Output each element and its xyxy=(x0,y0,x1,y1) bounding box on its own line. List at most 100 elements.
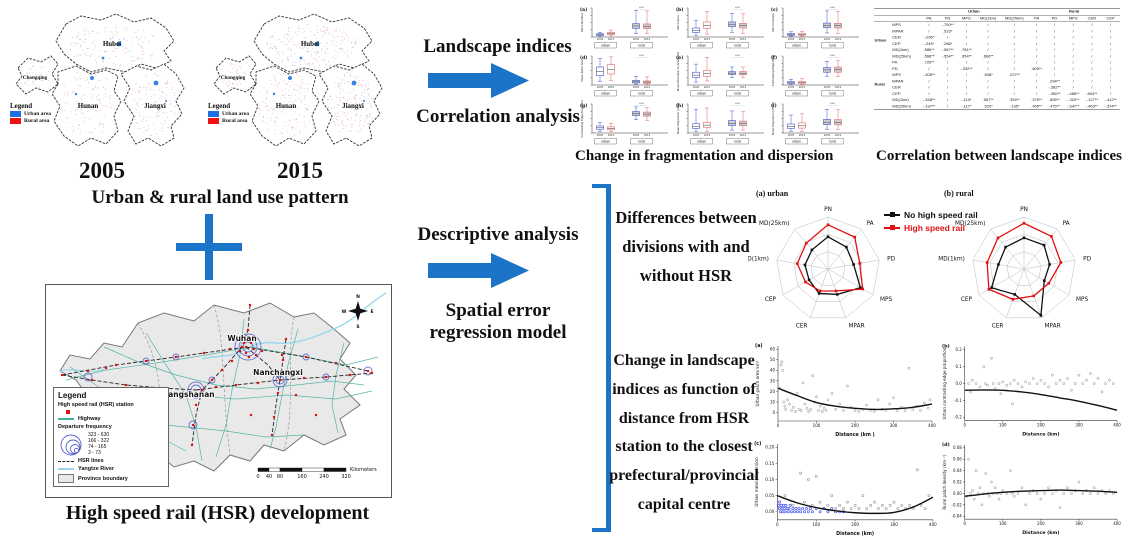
svg-text:(a): (a) xyxy=(755,343,763,349)
svg-text:MPS: MPS xyxy=(880,297,892,303)
svg-text:Patch Number: Patch Number xyxy=(580,12,584,32)
svg-text:urban: urban xyxy=(601,44,610,48)
svg-text:0: 0 xyxy=(777,423,780,428)
results-text-1: Differences between divisions with and w… xyxy=(615,208,757,285)
svg-text:100: 100 xyxy=(812,522,820,527)
svg-text:rural: rural xyxy=(638,91,646,95)
svg-text:MPS: MPS xyxy=(1076,297,1088,303)
svg-text:300: 300 xyxy=(890,423,898,428)
svg-text:0.04: 0.04 xyxy=(953,468,962,473)
svg-text:200: 200 xyxy=(1037,521,1045,526)
svg-text:Distance (km): Distance (km) xyxy=(836,531,874,537)
svg-text:Contrasting Edge Proportion: Contrasting Edge Proportion xyxy=(580,100,584,137)
svg-text:W: W xyxy=(342,309,347,315)
svg-text:2015: 2015 xyxy=(644,37,651,41)
svg-text:Changshanan: Changshanan xyxy=(157,390,214,399)
no-hsr-line-icon xyxy=(884,212,900,217)
svg-text:0.0: 0.0 xyxy=(955,381,962,386)
svg-text:PA: PA xyxy=(1063,221,1070,227)
boxplot-grid: (a) Patch Number 2005 2015 2005 2015 *** urban r… xyxy=(578,4,864,147)
svg-text:0.00: 0.00 xyxy=(765,509,774,514)
svg-text:2015: 2015 xyxy=(799,37,806,41)
radar-chart-urban: PN PA PD MPS MPAR CER CEP MD(1km) MD(25km) (a) ur… xyxy=(748,184,934,340)
svg-text:2015: 2015 xyxy=(799,133,806,137)
svg-text:(c): (c) xyxy=(754,441,761,447)
rural-swatch xyxy=(208,118,219,124)
svg-text:rural: rural xyxy=(638,44,646,48)
svg-text:200: 200 xyxy=(1037,423,1045,428)
svg-text:2015: 2015 xyxy=(608,85,615,89)
svg-text:2015: 2015 xyxy=(739,37,746,41)
svg-text:0.20: 0.20 xyxy=(765,445,774,450)
svg-text:***: *** xyxy=(830,54,835,58)
svg-text:(d): (d) xyxy=(942,442,950,448)
legend-item-no-hsr: No high speed rail xyxy=(884,210,978,220)
svg-text:rural: rural xyxy=(829,91,837,95)
svg-text:PN: PN xyxy=(824,207,832,213)
svg-text:2015: 2015 xyxy=(608,133,615,137)
svg-text:0.1: 0.1 xyxy=(955,364,962,369)
svg-text:***: *** xyxy=(735,6,740,10)
svg-text:0: 0 xyxy=(963,423,966,428)
svg-text:2015: 2015 xyxy=(739,85,746,89)
arrow-right-icon xyxy=(428,62,530,99)
svg-text:urban: urban xyxy=(792,44,801,48)
svg-text:MPAR: MPAR xyxy=(1045,323,1061,329)
freq-class-2: 166 - 322 xyxy=(88,438,110,444)
svg-text:2005: 2005 xyxy=(824,37,831,41)
svg-text:MD(1km): MD(1km) xyxy=(938,257,965,263)
plus-icon xyxy=(176,214,242,280)
svg-text:MD(1km): MD(1km) xyxy=(748,257,769,263)
correlation-table-grid: Urban Rural PA PD MPS MD(1km) MD(25km) PA PD MPS C… xyxy=(874,8,1120,110)
svg-text:40: 40 xyxy=(770,368,776,373)
svg-text:rural: rural xyxy=(733,139,741,143)
freq-class-1: 323 - 630 xyxy=(88,432,110,438)
svg-text:Distance (km ): Distance (km ) xyxy=(835,432,874,438)
svg-text:-0.04: -0.04 xyxy=(952,514,963,519)
svg-text:100: 100 xyxy=(999,423,1007,428)
svg-text:0.02: 0.02 xyxy=(953,479,962,484)
svg-text:2005: 2005 xyxy=(597,85,604,89)
svg-text:Wuhan: Wuhan xyxy=(227,334,256,343)
svg-text:2015: 2015 xyxy=(835,37,842,41)
hsr-label: High speed rail xyxy=(904,223,965,233)
hsr-line-icon xyxy=(884,225,900,230)
svg-text:Hubei: Hubei xyxy=(301,40,319,48)
svg-text:200: 200 xyxy=(851,423,859,428)
svg-text:2015: 2015 xyxy=(644,133,651,137)
svg-text:-0.02: -0.02 xyxy=(952,502,963,507)
svg-text:CEP: CEP xyxy=(961,297,973,303)
arrow-right-icon xyxy=(428,252,530,289)
svg-text:0.06: 0.06 xyxy=(953,457,962,462)
scatter-plot-b: -0.2 -0.1 0.0 0.1 0.2 0 100 200 300 400 (b) Urban c… xyxy=(940,340,1122,438)
results-bracket xyxy=(592,184,611,532)
flow-step1-bottom-label: Correlation analysis xyxy=(416,106,580,127)
svg-text:0: 0 xyxy=(256,474,259,480)
svg-text:2005: 2005 xyxy=(597,37,604,41)
legend-item-urban: Urban area xyxy=(10,111,72,117)
captions-row: Change in fragmentation and dispersion C… xyxy=(575,148,1122,165)
scatter-plot-a: 0 10 20 30 40 50 60 0 100 200 300 400 (a) Urban patch… xyxy=(752,340,938,438)
svg-text:0.00: 0.00 xyxy=(953,491,962,496)
rural-swatch xyxy=(10,118,21,124)
svg-text:Hubei: Hubei xyxy=(103,40,121,48)
svg-text:Mean Dispersion (1km): Mean Dispersion (1km) xyxy=(676,103,680,134)
svg-text:2005: 2005 xyxy=(788,133,795,137)
svg-text:(h): (h) xyxy=(676,103,683,109)
svg-text:MD(25km): MD(25km) xyxy=(955,221,985,227)
freq-class-4: 3 - 73 xyxy=(88,450,101,456)
svg-text:rural: rural xyxy=(829,139,837,143)
svg-text:***: *** xyxy=(639,101,644,105)
svg-text:Chongqing: Chongqing xyxy=(23,75,48,81)
svg-text:(b) rural: (b) rural xyxy=(944,189,974,198)
svg-text:urban: urban xyxy=(696,139,705,143)
boundary-label: Province boundary xyxy=(78,475,128,482)
svg-text:2005: 2005 xyxy=(597,133,604,137)
svg-text:2015: 2015 xyxy=(644,85,651,89)
svg-text:CER: CER xyxy=(992,323,1004,329)
svg-text:30: 30 xyxy=(770,378,776,383)
svg-text:Urban patch area km²: Urban patch area km² xyxy=(755,360,760,406)
svg-text:MPAR: MPAR xyxy=(849,323,865,329)
svg-text:Kilometers: Kilometers xyxy=(350,467,377,473)
